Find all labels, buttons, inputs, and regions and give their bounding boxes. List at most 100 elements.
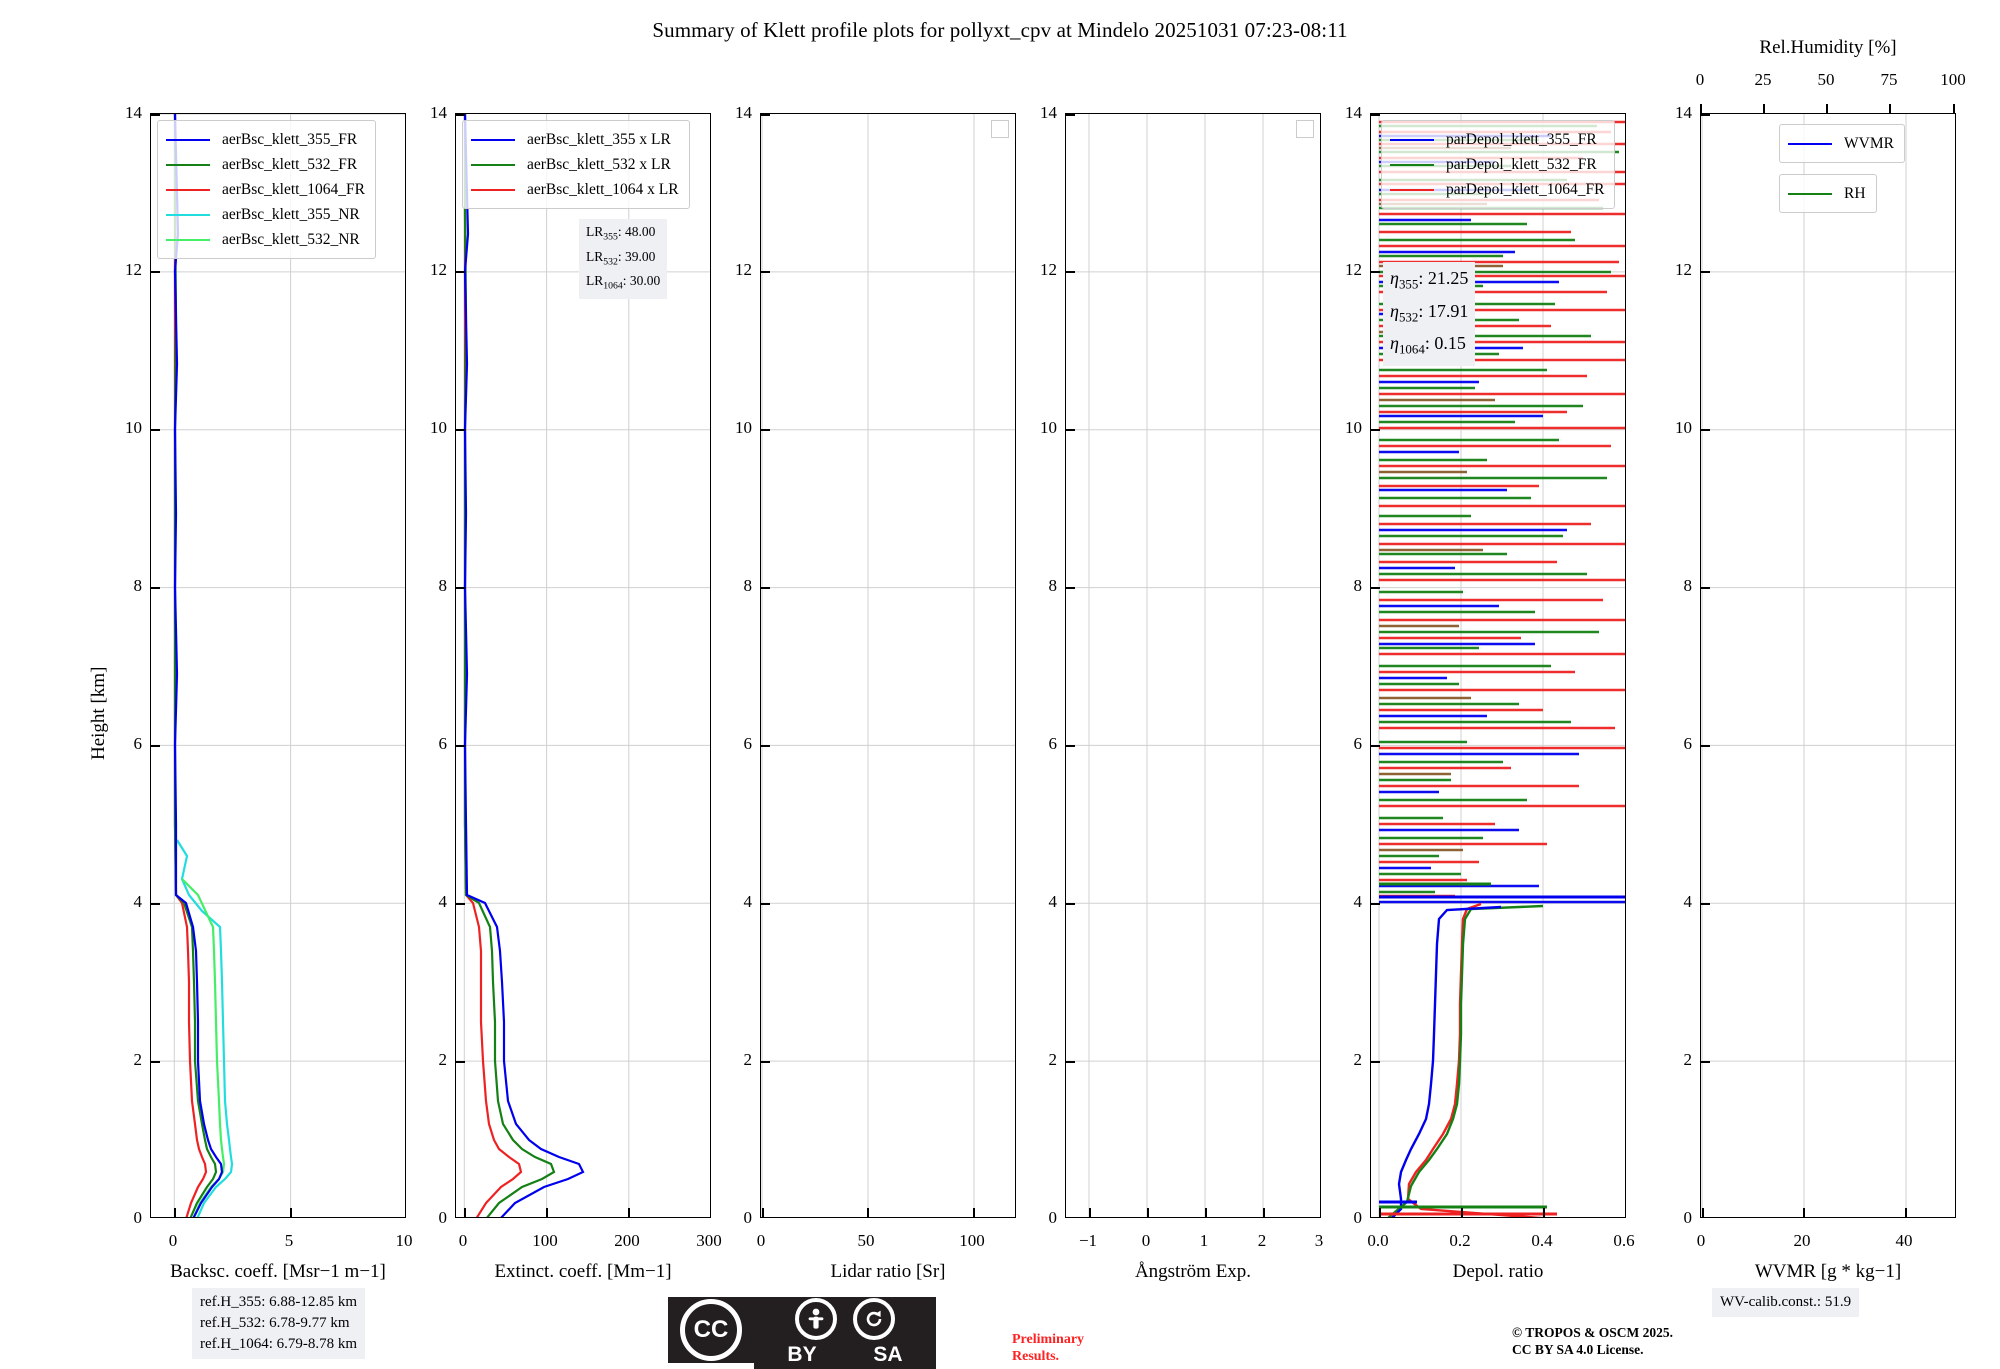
top-tick-label: 100 [1940,70,1966,89]
x-axis-title-backscatter: Backsc. coeff. [Msr−1 m−1] [170,1261,386,1282]
y-tick-label: 12 [1675,260,1692,279]
legend-item: aerBsc_klett_355_FR [166,127,365,152]
legend-label: aerBsc_klett_355_FR [222,131,358,148]
y-tick-label: 4 [1683,892,1693,911]
y-tick-label: 2 [133,1050,143,1069]
extinction-plot-lines [456,114,710,1217]
x-tick-label: 0 [168,1231,178,1250]
panel-angstroem: 0 2 4 6 8 10 12 14 −1 0 1 2 3 Ångström E… [1040,103,1323,1282]
x-tick-label: 0.0 [1367,1231,1389,1250]
legend-label: aerBsc_klett_1064 x LR [527,181,679,198]
wv-calib-const-box: WV-calib.const.: 51.9 [1712,1288,1860,1317]
panel-extinction-legend: aerBsc_klett_355 x LR aerBsc_klett_532 x… [462,120,690,209]
ref-height-355: ref.H_355: 6.88-12.85 km [200,1294,358,1310]
person-icon [795,1298,837,1340]
x-tick-label: 0.2 [1449,1231,1471,1250]
top-tick-label: 25 [1754,70,1772,89]
legend-label: RH [1844,185,1866,202]
x-tick-label: 200 [614,1231,640,1250]
legend-item: aerBsc_klett_1064 x LR [471,177,679,202]
x-tick-label: −1 [1078,1231,1098,1250]
panel-extinction-axes: aerBsc_klett_355 x LR aerBsc_klett_532 x… [455,113,711,1218]
panel-wvmr-axes: WVMR RH [1700,113,1956,1218]
cc-circle-icon: CC [680,1299,742,1361]
legend-swatch-532nr [166,238,210,241]
y-tick-label: 8 [743,576,753,595]
cc-license-badge[interactable]: CC BY SA [668,1297,936,1369]
x-axis-title-lidar-ratio: Lidar ratio [Sr] [830,1261,946,1282]
y-tick-label: 8 [133,576,143,595]
x-tick-label: 40 [1895,1231,1913,1250]
x-tick-label: 0 [1141,1231,1151,1250]
x-tick-label: 0 [458,1231,468,1250]
panel-angstroem-legend [1296,120,1314,138]
x-axis-title-angstroem: Ångström Exp. [1134,1261,1252,1282]
lr-355-line: LR355: 48.00 [586,224,656,243]
y-tick-label: 4 [133,892,143,911]
top-tick [1763,104,1765,113]
legend-swatch-ext1064 [471,188,515,191]
legend-item: RH [1788,181,1866,206]
x-axis-title-depol: Depol. ratio [1452,1261,1544,1282]
legend-item: WVMR [1788,131,1894,156]
panel-lidar-ratio: 0 2 4 6 8 10 12 14 0 50 100 Lidar ratio … [735,103,1016,1282]
top-tick [1953,104,1955,113]
credit-line-1: © TROPOS & OSCM 2025. [1512,1325,1673,1340]
y-tick-label: 0 [1683,1208,1693,1227]
y-tick-label: 12 [735,260,752,279]
x-tick-label: 20 [1793,1231,1811,1250]
legend-label: aerBsc_klett_532_FR [222,156,358,173]
y-tick-label: 14 [735,103,752,122]
lidar-ratio-plot-lines [761,114,1015,1217]
legend-swatch-rh [1788,192,1832,195]
person-glyph [808,1308,824,1329]
legend-swatch-depol355 [1390,138,1434,141]
ref-height-532: ref.H_532: 6.78-9.77 km [200,1315,350,1331]
legend-label: parDepol_klett_355_FR [1446,131,1597,148]
copyright-credit: © TROPOS & OSCM 2025. CC BY SA 4.0 Licen… [1512,1324,1673,1358]
panel-wvmr-legend-rh: RH [1779,174,1877,213]
y-tick-label: 4 [1353,892,1363,911]
top-tick-label: 75 [1880,70,1898,89]
y-tick-label: 2 [438,1050,448,1069]
y-tick-label: 4 [743,892,753,911]
x-tick-label: 5 [284,1231,294,1250]
y-tick-label: 0 [1048,1208,1058,1227]
cc-labels: BY SA [754,1341,936,1369]
y-tick-label: 6 [1048,734,1058,753]
legend-item: aerBsc_klett_532_NR [166,227,365,252]
y-tick-label: 8 [1353,576,1363,595]
y-tick-label: 0 [133,1208,143,1227]
panel-angstroem-axes [1065,113,1321,1218]
legend-swatch-ext532 [471,163,515,166]
y-tick-label: 10 [125,418,142,437]
legend-item: aerBsc_klett_532 x LR [471,152,679,177]
x-tick-label: 0.4 [1531,1231,1553,1250]
y-tick-label: 14 [1675,103,1692,122]
y-tick-label: 10 [735,418,752,437]
x-tick-label: 300 [696,1231,722,1250]
top-tick [1700,104,1702,113]
y-tick-label: 4 [438,892,448,911]
x-tick-label: 3 [1314,1231,1324,1250]
legend-label: parDepol_klett_1064_FR [1446,181,1605,198]
y-tick-label: 6 [1683,734,1693,753]
y-tick-label: 12 [125,260,142,279]
lidar-ratio-annotation: LR355: 48.00 LR532: 39.00 LR1064: 30.00 [579,219,668,300]
y-tick-label: 6 [438,734,448,753]
y-tick-label: 10 [430,418,447,437]
share-alike-glyph [866,1310,882,1327]
y-tick-label: 2 [743,1050,753,1069]
x-tick-label: 10 [395,1231,413,1250]
legend-label: aerBsc_klett_532_NR [222,231,360,248]
legend-label: aerBsc_klett_355_NR [222,206,360,223]
angstroem-plot-lines [1066,114,1320,1217]
lr-1064-line: LR1064: 30.00 [586,273,661,293]
y-tick-label: 12 [430,260,447,279]
backscatter-plot-lines [151,114,405,1217]
credit-line-2: CC BY SA 4.0 License. [1512,1342,1644,1357]
lr-532-line: LR532: 39.00 [586,248,656,268]
legend-item: parDepol_klett_532_FR [1390,152,1604,177]
cc-sa-label: SA [873,1343,903,1366]
